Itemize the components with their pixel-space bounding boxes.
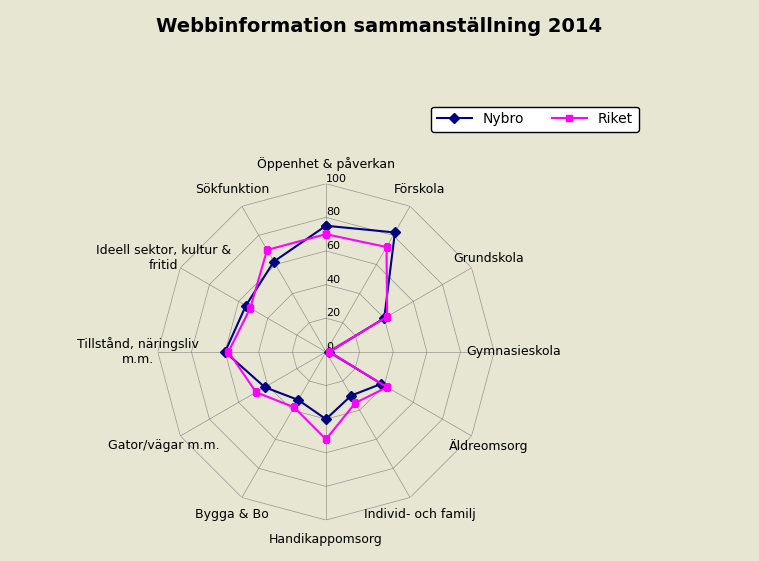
Riket <box>224 348 233 355</box>
Line: Nybro: Nybro <box>222 222 398 422</box>
Nybro <box>347 392 356 399</box>
Riket <box>383 384 392 390</box>
Legend: Nybro, Riket: Nybro, Riket <box>431 107 638 132</box>
Riket <box>351 399 360 406</box>
Riket <box>263 247 272 254</box>
Nybro <box>321 222 330 229</box>
Nybro <box>325 348 334 355</box>
Nybro <box>221 348 230 355</box>
Line: Riket: Riket <box>225 231 391 443</box>
Nybro <box>380 315 389 321</box>
Nybro <box>260 384 269 390</box>
Riket <box>325 348 334 355</box>
Riket <box>383 313 392 320</box>
Nybro <box>269 258 279 265</box>
Riket <box>289 404 298 411</box>
Riket <box>251 389 260 396</box>
Riket <box>382 243 391 250</box>
Nybro <box>321 416 330 422</box>
Nybro <box>241 302 250 309</box>
Nybro <box>376 380 386 387</box>
Riket <box>321 436 330 443</box>
Riket <box>321 231 330 237</box>
Riket <box>246 305 255 311</box>
Nybro <box>321 222 330 229</box>
Riket <box>321 231 330 237</box>
Nybro <box>294 397 303 403</box>
Nybro <box>390 229 399 236</box>
Text: Webbinformation sammanställning 2014: Webbinformation sammanställning 2014 <box>156 17 603 36</box>
